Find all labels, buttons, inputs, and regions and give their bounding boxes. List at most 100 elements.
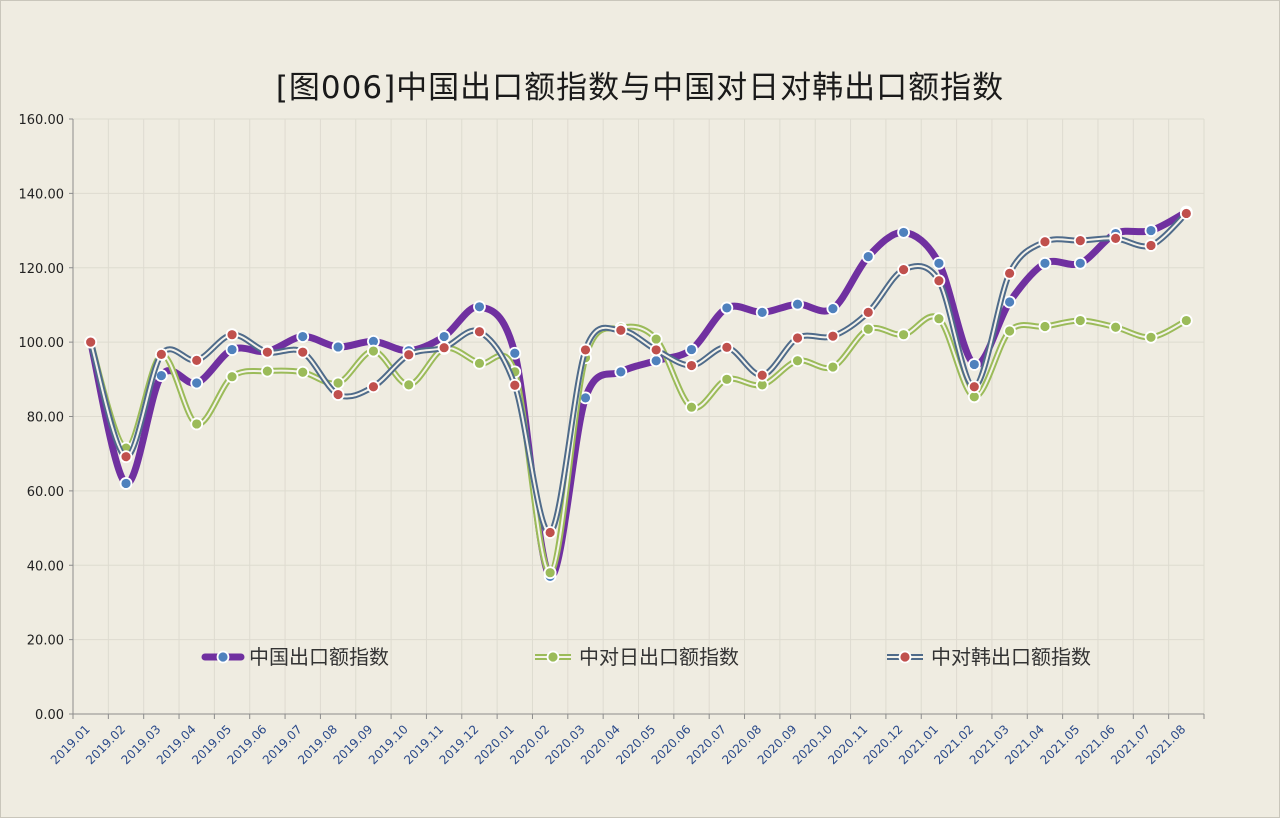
- data-point: [1109, 231, 1123, 245]
- data-point: [154, 347, 168, 361]
- data-point: [473, 325, 486, 339]
- data-point: [685, 359, 698, 372]
- data-point: [260, 345, 274, 359]
- legend-marker: [546, 650, 560, 664]
- data-point: [1003, 324, 1017, 338]
- data-point: [508, 346, 522, 360]
- data-point: [473, 356, 486, 370]
- y-tick-label: 140.00: [19, 187, 65, 202]
- y-tick-label: 120.00: [19, 262, 65, 277]
- data-point: [720, 340, 734, 354]
- data-point: [190, 376, 204, 390]
- data-point: [1144, 224, 1158, 237]
- data-point: [1144, 239, 1158, 252]
- data-point: [331, 340, 345, 354]
- data-point: [897, 328, 910, 342]
- data-point: [755, 368, 769, 382]
- legend-label: 中对韩出口额指数: [931, 645, 1091, 669]
- data-point: [1038, 235, 1052, 249]
- data-point: [826, 302, 840, 316]
- data-point: [190, 353, 204, 367]
- data-point: [402, 348, 416, 362]
- data-point: [791, 354, 804, 368]
- data-point: [190, 417, 204, 431]
- data-point: [225, 343, 239, 356]
- legend-marker: [216, 650, 230, 664]
- y-tick-label: 0.00: [35, 708, 64, 723]
- x-tick-label: 2021.08: [1143, 722, 1188, 767]
- data-point: [437, 330, 451, 343]
- data-point: [720, 372, 734, 386]
- data-point: [720, 301, 734, 315]
- data-point: [260, 364, 274, 378]
- data-point: [508, 378, 522, 392]
- data-point: [826, 329, 840, 343]
- data-point: [296, 365, 310, 379]
- data-point: [685, 343, 698, 356]
- data-point: [649, 343, 663, 357]
- data-point: [1073, 314, 1087, 327]
- data-point: [614, 323, 628, 337]
- y-tick-label: 20.00: [27, 634, 64, 649]
- data-point: [967, 358, 981, 371]
- data-point: [861, 322, 875, 336]
- data-point: [296, 345, 310, 359]
- data-point: [84, 335, 98, 349]
- data-point: [331, 388, 345, 401]
- data-point: [579, 343, 592, 357]
- data-point: [932, 274, 946, 288]
- data-point: [826, 360, 840, 374]
- data-point: [1109, 320, 1123, 334]
- data-point: [791, 297, 804, 311]
- data-point: [967, 380, 981, 394]
- data-point: [543, 526, 557, 539]
- data-point: [1073, 234, 1087, 248]
- y-tick-label: 160.00: [19, 113, 65, 128]
- data-point: [1038, 256, 1052, 270]
- data-point: [932, 312, 946, 326]
- data-point: [296, 330, 310, 343]
- data-point: [119, 450, 133, 464]
- data-point: [1144, 330, 1158, 344]
- data-point: [225, 328, 239, 342]
- y-tick-label: 100.00: [19, 336, 65, 351]
- legend-item: 中对日出口额指数: [535, 645, 739, 669]
- series-3: [84, 207, 1193, 539]
- data-point: [119, 477, 133, 490]
- data-point: [897, 226, 910, 239]
- data-point: [1179, 314, 1193, 327]
- legend-item: 中对韩出口额指数: [887, 645, 1091, 669]
- chart-title: [图006]中国出口额指数与中国对日对韩出口额指数: [275, 70, 1005, 106]
- data-point: [331, 376, 345, 390]
- data-point: [1179, 207, 1193, 220]
- data-point: [932, 256, 946, 270]
- legend-label: 中对日出口额指数: [579, 645, 739, 669]
- data-point: [367, 380, 380, 394]
- data-point: [1038, 320, 1052, 333]
- data-point: [1003, 295, 1017, 309]
- data-point: [402, 378, 416, 392]
- y-tick-label: 80.00: [27, 411, 64, 426]
- y-tick-label: 40.00: [27, 559, 64, 574]
- legend-marker: [898, 650, 912, 664]
- data-point: [649, 332, 663, 346]
- data-point: [897, 263, 910, 277]
- data-point: [367, 344, 380, 358]
- data-point: [755, 305, 769, 319]
- data-point: [791, 331, 804, 345]
- data-point: [861, 250, 875, 263]
- data-point: [473, 300, 486, 314]
- data-point: [543, 566, 557, 580]
- data-point: [1073, 256, 1087, 270]
- data-point: [614, 365, 628, 379]
- legend-label: 中国出口额指数: [249, 645, 389, 669]
- data-point: [685, 400, 698, 414]
- data-point: [649, 354, 663, 368]
- data-point: [437, 341, 451, 355]
- data-point: [225, 370, 239, 384]
- data-point: [1003, 266, 1017, 280]
- legend-item: 中国出口额指数: [201, 645, 389, 669]
- data-point: [861, 305, 875, 319]
- y-tick-label: 60.00: [27, 485, 64, 500]
